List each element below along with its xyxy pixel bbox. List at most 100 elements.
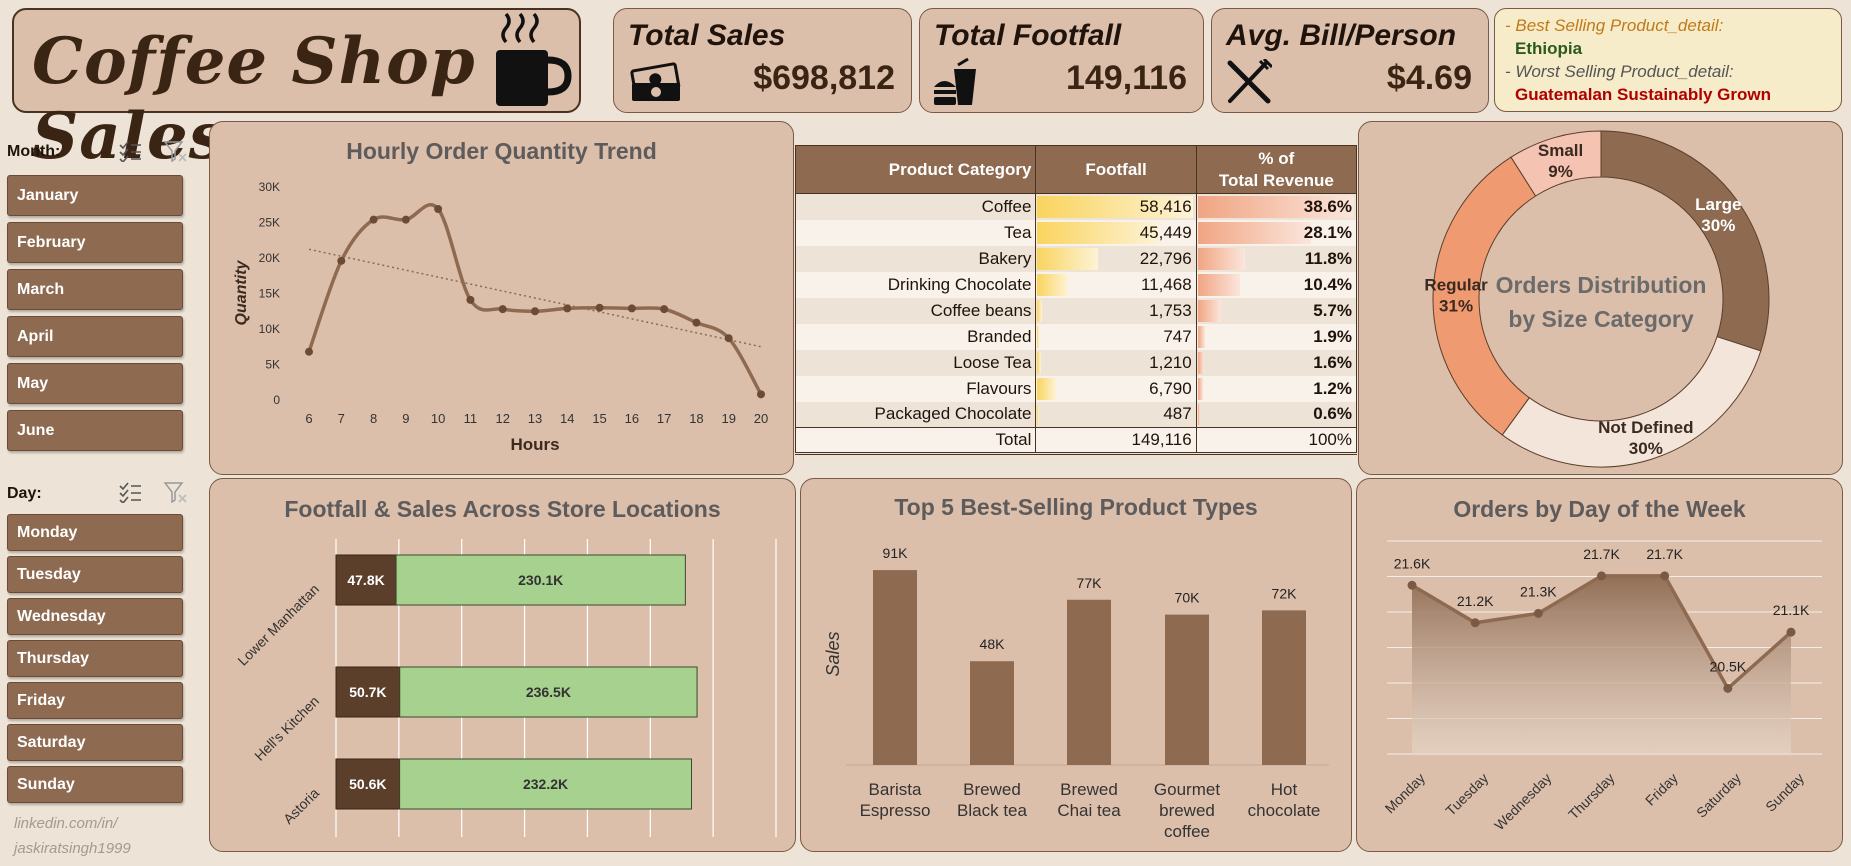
data-point [660,305,669,314]
clear-filter-icon[interactable] [164,140,188,162]
category-label: coffee [1164,822,1210,841]
category-label: Wednesday [1491,770,1554,833]
table-row: Flavours 6,790 1.2% [794,375,1358,402]
pct-data-bar [1197,403,1201,425]
data-point [1407,580,1417,590]
y-tick-label: 10K [259,322,280,336]
footfall-value: 1,753 [1149,300,1192,320]
bar-label: 50.6K [349,776,386,792]
footer-link-line2[interactable]: jaskiratsingh1999 [14,840,131,857]
best-label: - Best Selling Product_detail: [1505,16,1724,35]
category-label: Brewed [1060,780,1118,799]
footfall-data-bar [1037,196,1194,218]
data-point [1660,571,1670,581]
day-button-monday[interactable]: Monday [7,514,183,551]
month-button-june[interactable]: June [7,410,183,451]
y-axis-label: Quantity [233,259,250,325]
bar-label: 50.7K [349,684,386,700]
cell-footfall: 1,753 [1035,297,1197,324]
footfall-value: 1,210 [1149,352,1192,372]
bar-label: 77K [1077,575,1103,591]
data-point [369,215,378,224]
y-tick-label: 20K [259,251,280,265]
pct-value: 1.2% [1313,378,1352,398]
x-tick-label: 19 [721,411,735,426]
bar-sales [399,666,698,718]
kpi-label: Total Sales [628,19,786,52]
cell-total-label: Total [794,427,1037,455]
best-worst-box: - Best Selling Product_detail: Ethiopia … [1494,8,1842,112]
pct-data-bar [1197,299,1221,322]
pct-data-bar [1197,325,1206,348]
category-label: Barista [869,780,922,799]
data-point [1533,608,1543,618]
month-button-april[interactable]: April [7,316,183,357]
month-slicer-tools [118,140,188,162]
data-label: 21.7K [1646,546,1683,562]
kpi-value: 149,116 [1065,59,1187,97]
table-total-row: Total 149,116 100% [794,427,1358,455]
y-tick-label: 0 [273,393,280,407]
pct-value: 11.8% [1304,248,1352,268]
bar [1067,599,1111,765]
chart-title: Hourly Order Quantity Trend [346,138,657,164]
data-point [498,305,507,314]
footer-link-line1[interactable]: linkedin.com/in/ [14,815,118,832]
category-label: Gourmet [1154,780,1220,799]
footfall-value: 6,790 [1149,378,1192,398]
chart-title: Orders by Day of the Week [1453,496,1746,522]
data-point [305,347,313,356]
day-button-sunday[interactable]: Sunday [7,766,183,803]
product-category-table: Product Category Footfall % of Total Reve… [794,145,1358,455]
footfall-data-bar [1037,325,1040,348]
pct-value: 10.4% [1303,274,1352,294]
category-label: Lower Manhattan [234,581,322,669]
month-button-may[interactable]: May [7,363,183,404]
chart-title: Orders Distribution [1496,272,1707,298]
bar [970,661,1014,765]
table-row: Drinking Chocolate 11,468 10.4% [794,271,1358,298]
series-line [307,203,763,396]
category-label: Hot [1271,780,1298,799]
size-distribution-card: Large 30% Not Defined 30% Regular 31% Small 9% O… [1358,121,1843,475]
cell-total-pct: 100% [1195,427,1358,455]
multi-select-icon[interactable] [118,481,142,503]
chart-title: by Size Category [1508,306,1694,332]
pct-value: 0.6% [1313,404,1352,424]
x-tick-label: 20 [754,411,768,426]
footfall-value: 45,449 [1139,222,1192,242]
month-slicer-label: Month: [7,143,61,160]
clear-filter-icon[interactable] [164,481,188,503]
kpi-total-sales: Total Sales $698,812 [613,8,912,113]
cell-category: Coffee [794,193,1037,220]
category-label: Espresso [860,801,931,820]
area-fill [1412,575,1791,754]
month-button-february[interactable]: February [7,222,183,263]
month-button-january[interactable]: January [7,175,183,216]
data-point [434,205,443,214]
data-point [627,304,636,313]
data-point [692,318,701,327]
pct-data-bar [1197,247,1246,270]
day-button-thursday[interactable]: Thursday [7,640,183,677]
cell-footfall: 11,468 [1035,271,1197,298]
day-button-saturday[interactable]: Saturday [7,724,183,761]
category-label: Black tea [957,801,1027,820]
footfall-data-bar [1037,247,1099,270]
y-tick-label: 30K [259,180,280,194]
day-button-wednesday[interactable]: Wednesday [7,598,183,635]
day-button-friday[interactable]: Friday [7,682,183,719]
pct-data-bar [1197,351,1205,374]
day-slicer-label: Day: [7,485,42,502]
data-label: 21.1K [1773,602,1810,618]
day-button-tuesday[interactable]: Tuesday [7,556,183,593]
data-point [466,295,475,304]
footfall-value: 487 [1163,404,1192,424]
kpi-avg-bill: Avg. Bill/Person $4.69 [1211,8,1489,113]
month-button-march[interactable]: March [7,269,183,310]
footfall-data-bar [1037,351,1041,374]
bar-footfall [335,554,397,606]
multi-select-icon[interactable] [118,140,142,162]
col-header-pct-line1: % of [1258,148,1295,168]
cell-footfall: 6,790 [1035,375,1197,402]
